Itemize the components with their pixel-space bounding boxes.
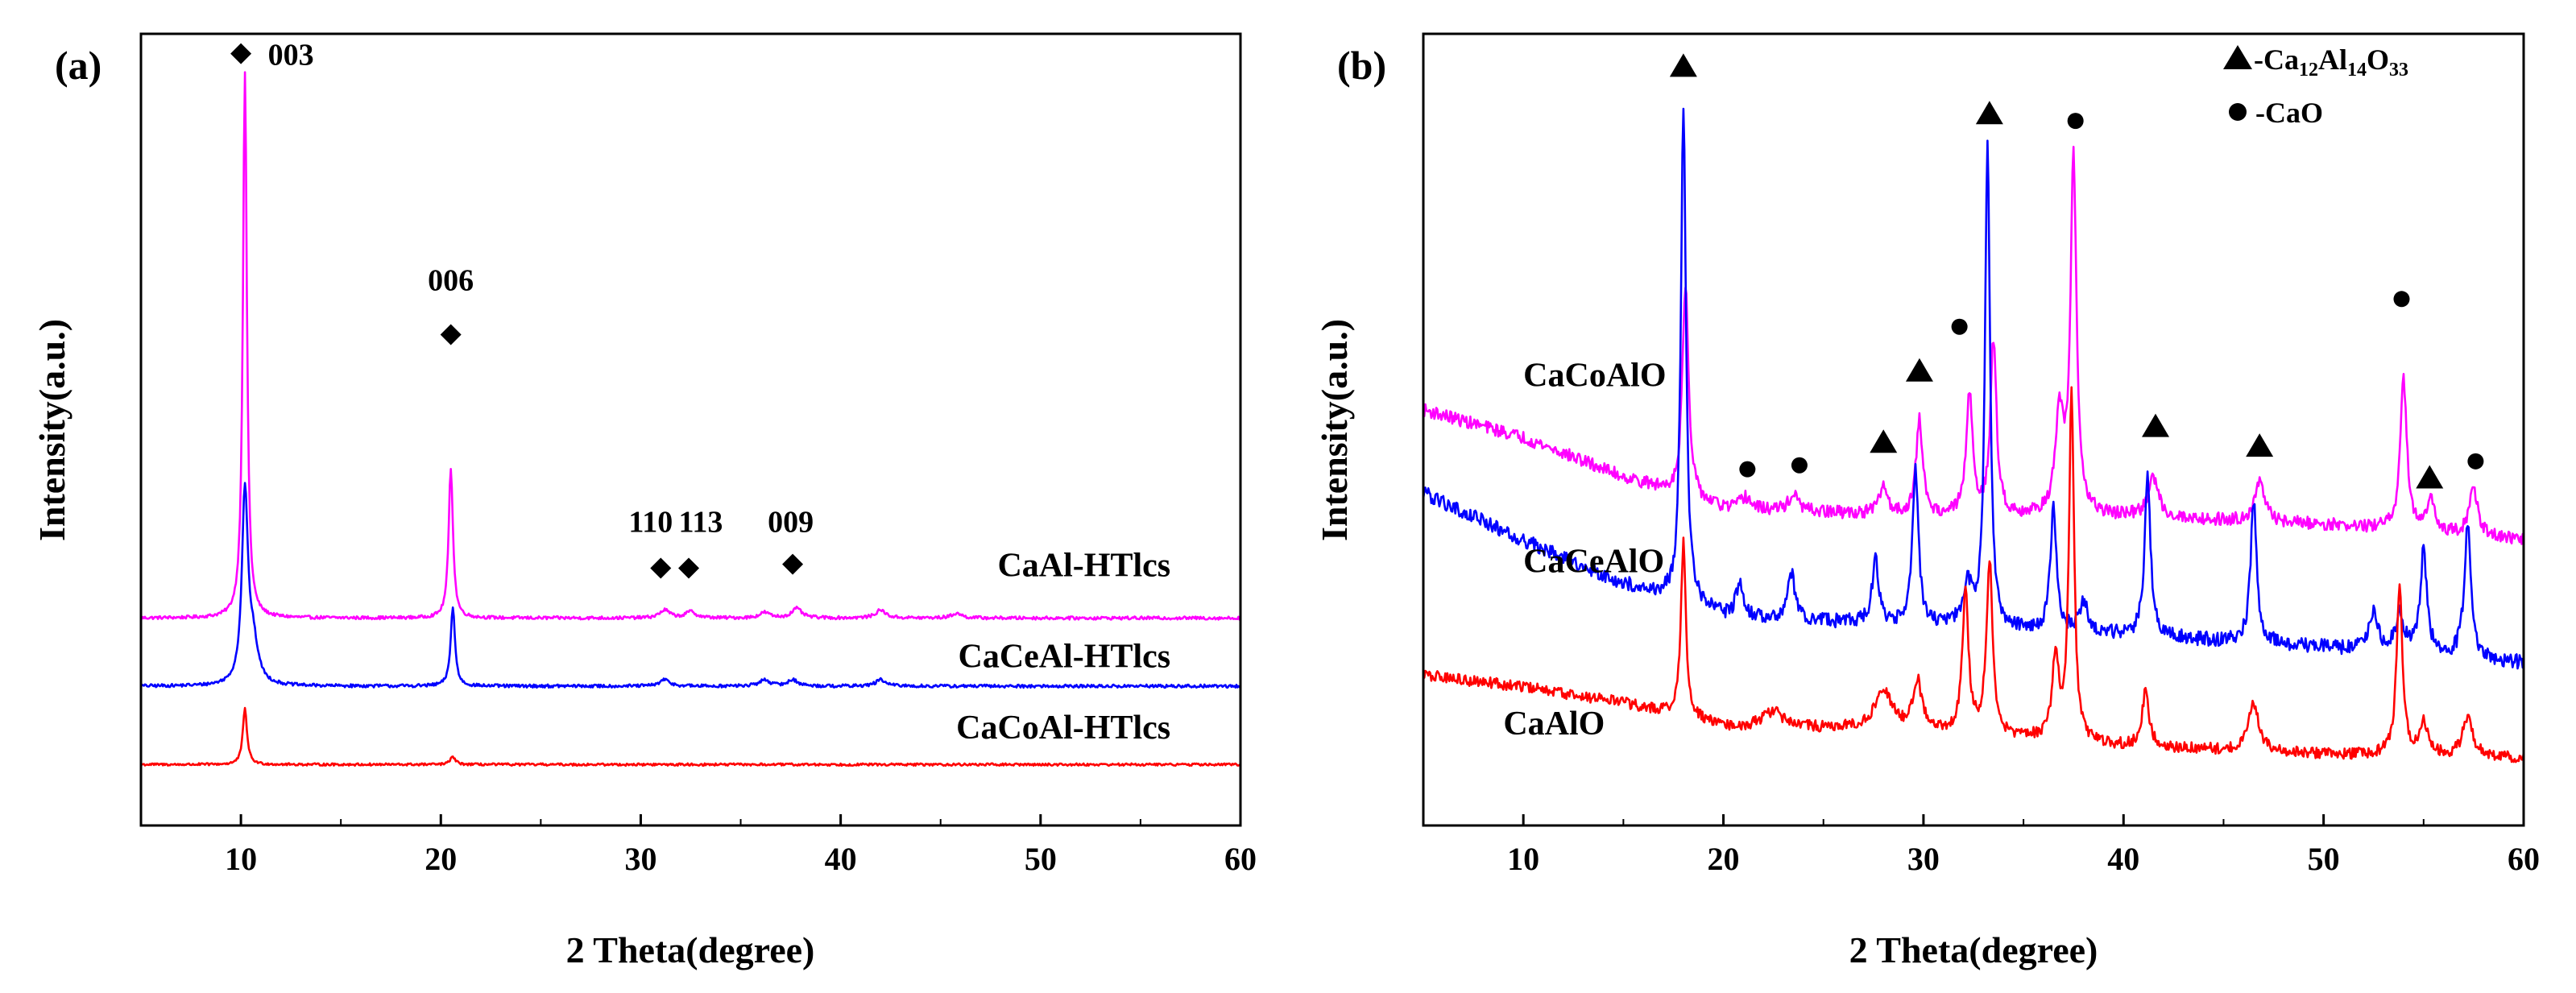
triangle-phase-marker — [2142, 413, 2170, 437]
diamond-peak-marker — [782, 553, 804, 575]
triangle-phase-marker — [1905, 358, 1933, 382]
triangle-phase-marker — [1669, 53, 1697, 77]
panel-label-a: (a) — [55, 43, 101, 88]
x-tick-label: 40 — [825, 841, 857, 877]
peak-index-label: 113 — [678, 506, 723, 540]
series-line-CaCeAl-HTlcs — [139, 482, 1241, 689]
peak-index-label: 110 — [628, 506, 673, 540]
panel-a-labels-layer: CaAl-HTlcs CaCeAl-HTlcs CaCoAl-HTlcs — [956, 547, 1170, 747]
panel-a-series-layer — [139, 71, 1242, 768]
circle-phase-marker — [2393, 291, 2410, 308]
panel-b-series-layer — [1422, 107, 2525, 763]
peak-index-label: 003 — [268, 39, 314, 72]
legend-formula-al: Al — [2318, 43, 2347, 76]
legend-formula-sub-3: 33 — [2389, 60, 2408, 81]
circle-phase-marker — [1951, 318, 1968, 335]
series-line-CaCeAlO — [1422, 107, 2525, 670]
x-axis-label-b: 2 Theta(degree) — [1849, 929, 2098, 970]
legend-triangle-marker — [2223, 45, 2252, 69]
legend-formula-sub-2: 14 — [2347, 60, 2367, 81]
legend-entry-ca12al14o33: -Ca12Al14O33 — [2254, 43, 2408, 81]
diamond-peak-marker — [650, 557, 672, 579]
x-tick-label: 30 — [1907, 841, 1940, 877]
panel-b-labels-layer: CaCoAlO CaCeAlO CaAlO — [1503, 357, 1666, 743]
legend-formula-o: O — [2367, 43, 2389, 76]
diamond-peak-marker — [230, 43, 252, 64]
panel-a-annotations-layer: 003 006 110 113 009 — [230, 39, 814, 579]
x-tick-label: 60 — [2508, 841, 2540, 877]
panel-label-b: (b) — [1337, 43, 1386, 88]
x-tick-label: 10 — [1507, 841, 1539, 877]
legend-formula-sub-1: 12 — [2299, 60, 2318, 81]
legend-b: -Ca12Al14O33 -CaO — [2223, 43, 2408, 129]
x-tick-label: 30 — [624, 841, 656, 877]
panel-b-ticks-layer: 10 20 30 40 50 60 — [1423, 814, 2540, 877]
series-line-CaAlO — [1422, 386, 2525, 763]
triangle-phase-marker — [1870, 429, 1898, 453]
y-axis-label-b: Intensity(a.u.) — [1314, 319, 1355, 541]
series-line-CaCoAlO — [1422, 146, 2525, 545]
legend-formula-prefix: -Ca — [2254, 43, 2299, 76]
chart-panel-a: (a) CaAl-HTlcs CaCeAl-HTlcs CaCoAl-HTlcs 0… — [31, 32, 1257, 970]
peak-index-label: 009 — [768, 506, 814, 540]
legend-entry-cao: -CaO — [2255, 97, 2323, 129]
circle-phase-marker — [2467, 453, 2484, 470]
x-tick-label: 50 — [1025, 841, 1057, 877]
y-axis-label-a: Intensity(a.u.) — [31, 319, 72, 541]
panel-b-markers-layer — [1669, 53, 2484, 489]
legend-circle-marker — [2229, 103, 2247, 121]
series-label: CaCoAl-HTlcs — [956, 710, 1170, 747]
circle-phase-marker — [1739, 461, 1756, 478]
series-line-CaCoAl-HTlcs — [140, 706, 1241, 768]
x-tick-label: 10 — [225, 841, 257, 877]
x-tick-label: 50 — [2308, 841, 2340, 877]
circle-phase-marker — [2067, 113, 2084, 130]
x-tick-label: 20 — [425, 841, 457, 877]
plot-frame-a — [139, 32, 1242, 827]
x-axis-label-a: 2 Theta(degree) — [566, 929, 815, 970]
panel-a-ticks-layer: 10 20 30 40 50 60 — [140, 814, 1257, 877]
triangle-phase-marker — [2246, 433, 2274, 457]
series-label: CaAlO — [1503, 705, 1605, 743]
series-label: CaAl-HTlcs — [997, 547, 1170, 584]
triangle-phase-marker — [1975, 101, 2003, 125]
series-label: CaCeAlO — [1523, 543, 1664, 580]
chart-panel-b: (b) CaCoAlO CaCeAlO CaAlO 10 20 30 40 50 60 -Ca… — [1314, 32, 2540, 970]
x-tick-label: 20 — [1708, 841, 1740, 877]
circle-phase-marker — [1791, 457, 1808, 474]
x-tick-label: 60 — [1224, 841, 1257, 877]
triangle-phase-marker — [2416, 465, 2444, 489]
series-line-CaAl-HTlcs — [139, 71, 1242, 621]
plot-frame-b — [1422, 32, 2525, 827]
x-tick-label: 40 — [2107, 841, 2139, 877]
diamond-peak-marker — [440, 324, 462, 345]
peak-index-label: 006 — [428, 264, 474, 298]
diamond-peak-marker — [678, 557, 700, 579]
series-label: CaCeAl-HTlcs — [958, 638, 1170, 675]
series-label: CaCoAlO — [1523, 357, 1666, 394]
